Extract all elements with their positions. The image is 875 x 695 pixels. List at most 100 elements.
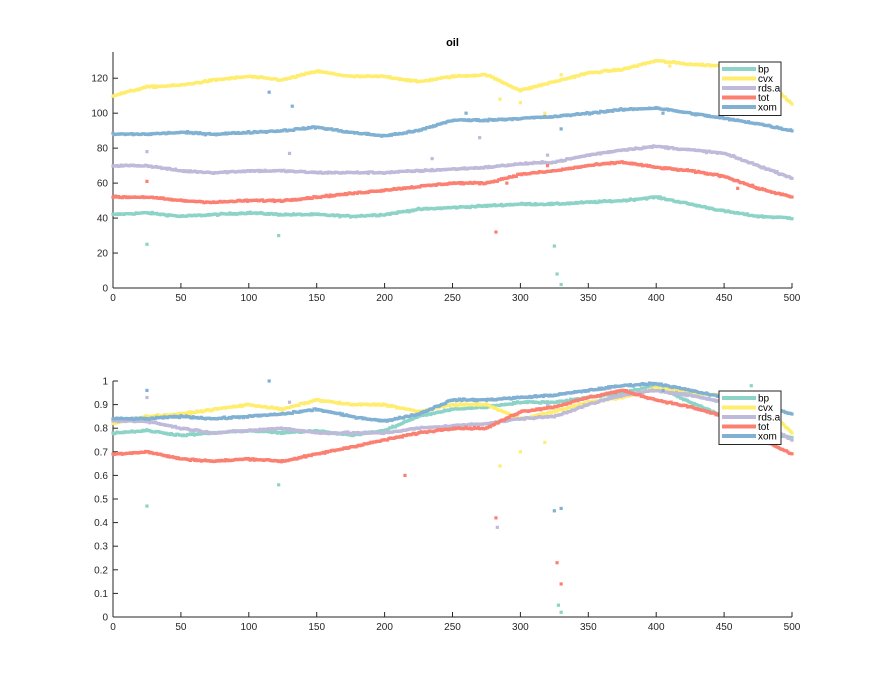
outlier-point: [494, 516, 498, 520]
data-point: [783, 95, 787, 99]
y-tick-label: 0.5: [94, 495, 108, 506]
y-tick-label: 0: [102, 613, 108, 624]
data-point: [782, 423, 786, 427]
outlier-point: [559, 73, 563, 77]
data-point: [775, 169, 779, 174]
data-point: [491, 75, 495, 79]
outlier-point: [545, 403, 550, 407]
y-tick-label: 0.4: [94, 518, 108, 529]
x-tick-label: 150: [308, 622, 325, 633]
outlier-point: [267, 90, 271, 94]
outlier-point: [555, 561, 559, 565]
data-point: [514, 174, 518, 179]
data-point: [510, 402, 514, 406]
outlier-point: [498, 464, 502, 468]
outlier-point: [287, 400, 292, 404]
data-point: [488, 425, 493, 429]
data-point: [790, 129, 794, 133]
data-point: [475, 401, 479, 405]
y-tick-label: 20: [97, 249, 109, 260]
outlier-point: [545, 153, 550, 157]
outlier-point: [145, 395, 149, 400]
y-tick-label: 0.8: [94, 424, 108, 435]
data-point: [692, 169, 696, 173]
x-tick-label: 450: [716, 622, 733, 633]
data-point: [340, 412, 345, 416]
data-point: [665, 145, 669, 149]
data-point: [658, 195, 662, 199]
y-tick-label: 0.6: [94, 471, 108, 482]
x-tick-label: 300: [512, 293, 529, 304]
data-point: [624, 388, 628, 393]
data-point: [323, 451, 327, 455]
x-tick-label: 500: [784, 293, 801, 304]
y-tick-label: 1: [102, 377, 108, 388]
x-tick-label: 400: [648, 293, 665, 304]
outlier-point: [518, 450, 522, 454]
data-point: [790, 217, 794, 221]
data-point: [150, 84, 154, 88]
data-point: [790, 176, 794, 181]
data-point: [581, 405, 585, 409]
outlier-point: [543, 111, 547, 115]
x-tick-label: 350: [580, 622, 597, 633]
x-tick-label: 200: [376, 293, 393, 304]
x-tick-label: 500: [784, 622, 801, 633]
outlier-point: [555, 272, 559, 276]
data-point: [677, 394, 681, 398]
y-tick-label: 0: [102, 284, 108, 295]
outlier-point: [478, 136, 482, 140]
outlier-point: [559, 282, 563, 287]
data-point: [751, 183, 755, 187]
outlier-point: [661, 111, 665, 115]
outlier-point: [464, 111, 468, 115]
data-point: [712, 411, 717, 415]
legend-label: bp: [758, 65, 770, 76]
y-tick-label: 80: [97, 144, 109, 155]
x-tick-label: 200: [376, 622, 393, 633]
data-point: [684, 392, 688, 396]
x-tick-label: 250: [444, 622, 461, 633]
x-tick-label: 0: [110, 293, 116, 304]
x-tick-label: 350: [580, 293, 597, 304]
data-point: [187, 410, 191, 414]
outlier-point: [287, 151, 292, 155]
data-point: [290, 411, 294, 416]
outlier-point: [277, 483, 281, 487]
y-tick-label: 100: [91, 109, 108, 120]
y-tick-label: 0.9: [94, 400, 108, 411]
data-point: [444, 401, 448, 405]
data-point: [789, 100, 793, 105]
data-point: [790, 431, 794, 435]
outlier-point: [505, 181, 509, 185]
y-tick-label: 0.7: [94, 447, 108, 458]
outlier-point: [559, 582, 563, 586]
data-point: [703, 149, 707, 153]
outlier-point: [145, 150, 149, 154]
data-point: [789, 429, 793, 433]
data-point: [338, 411, 342, 415]
series-xom: [111, 90, 794, 138]
data-point: [790, 195, 794, 199]
outlier-point: [518, 101, 522, 105]
data-point: [790, 102, 794, 106]
top-panel-oil-prices: 0 50 100 150 200 250 300 350 400 450 5000204060801…: [91, 37, 800, 304]
outlier-point: [556, 603, 561, 607]
legend-label: rds.a: [758, 84, 781, 95]
outlier-point: [145, 242, 149, 246]
x-tick-label: 450: [716, 293, 733, 304]
y-tick-label: 120: [91, 74, 108, 85]
data-point: [327, 195, 331, 199]
data-point: [336, 213, 341, 217]
x-tick-label: 400: [648, 622, 665, 633]
outlier-point: [145, 179, 149, 183]
series-xom: [111, 379, 794, 513]
outlier-point: [290, 104, 294, 108]
data-point: [790, 452, 794, 456]
outlier-point: [277, 233, 281, 238]
data-point: [395, 211, 399, 216]
data-point: [790, 438, 794, 442]
outlier-point: [559, 127, 563, 131]
data-point: [567, 399, 571, 403]
